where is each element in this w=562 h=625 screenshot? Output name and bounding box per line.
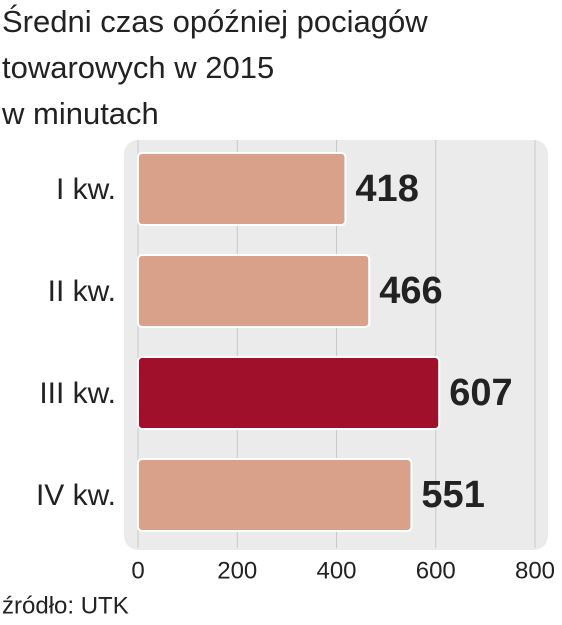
x-tick-label: 200	[217, 557, 257, 584]
x-tick-label: 600	[416, 557, 456, 584]
y-tick-label: II kw.	[48, 275, 116, 308]
x-tick-label: 400	[316, 557, 356, 584]
x-tick-label: 800	[515, 557, 555, 584]
chart-title: w minutach	[1, 96, 159, 131]
y-tick-label: I kw.	[56, 173, 116, 206]
value-label: 418	[355, 168, 418, 210]
chart-title: towarowych w 2015	[2, 50, 274, 85]
bar	[137, 152, 347, 226]
source: źródło: UTK	[2, 592, 129, 619]
value-label: 466	[379, 270, 442, 312]
y-tick-label: III kw.	[39, 377, 116, 410]
y-tick-label: IV kw.	[36, 479, 116, 512]
bar	[137, 254, 371, 328]
chart-title: Średni czas opóźniej pociagów	[2, 3, 428, 39]
value-label: 551	[421, 474, 484, 516]
bar	[137, 458, 413, 532]
x-tick-label: 0	[131, 557, 144, 584]
value-label: 607	[449, 372, 512, 414]
bar	[137, 356, 441, 430]
